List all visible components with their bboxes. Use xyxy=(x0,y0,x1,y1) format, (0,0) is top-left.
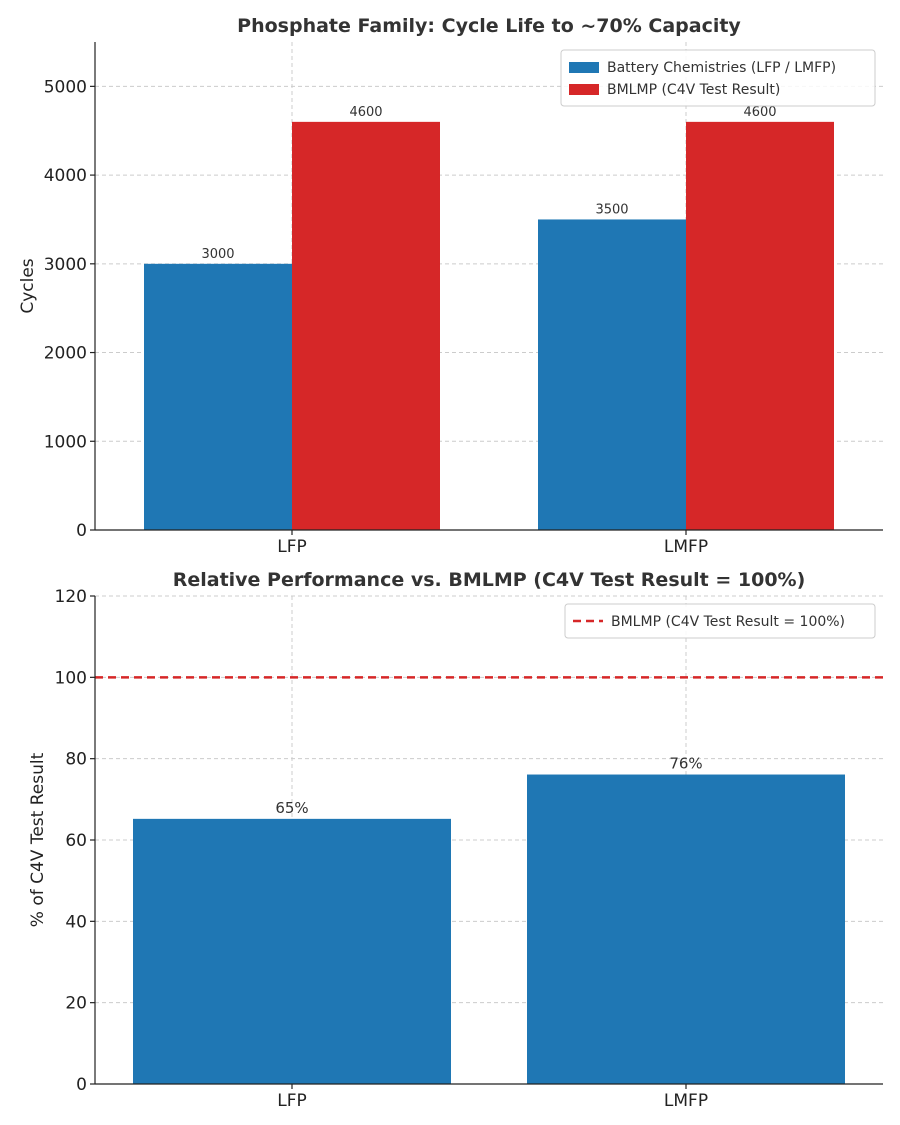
bar-data-label: 76% xyxy=(669,755,702,773)
bar-lfp-series-1 xyxy=(292,121,440,530)
x-tick-label-lfp: LFP xyxy=(277,1091,307,1111)
y-tick-label: 3000 xyxy=(44,255,87,275)
y-tick-label: 40 xyxy=(65,912,87,932)
y-tick-label: 5000 xyxy=(44,77,87,97)
bar-data-label: 4600 xyxy=(349,105,382,120)
chart-relative-performance: 0 20 40 60 80 100 120 65% 76% LFP LMFP Relative Per… xyxy=(28,569,883,1111)
y-axis-label: % of C4V Test Result xyxy=(28,752,48,927)
legend-swatch xyxy=(569,84,599,95)
legend-label: BMLMP (C4V Test Result = 100%) xyxy=(611,614,845,630)
y-tick-label: 60 xyxy=(65,831,87,851)
y-tick-label: 0 xyxy=(76,521,87,541)
y-axis-label: Cycles xyxy=(18,258,38,313)
y-tick-label: 20 xyxy=(65,994,87,1014)
chart-title: Relative Performance vs. BMLMP (C4V Test… xyxy=(173,569,806,591)
legend: Battery Chemistries (LFP / LMFP) BMLMP (C… xyxy=(560,49,876,107)
legend-label: BMLMP (C4V Test Result) xyxy=(607,82,780,98)
x-tick-label-lfp: LFP xyxy=(277,537,307,557)
legend-box xyxy=(560,49,876,107)
chart-title: Phosphate Family: Cycle Life to ~70% Cap… xyxy=(237,15,741,37)
bar-lmfp-series-0 xyxy=(538,219,686,531)
bar-lmfp-series-1 xyxy=(686,121,834,530)
bar-lfp-series-0 xyxy=(133,818,451,1084)
legend-box xyxy=(564,603,876,639)
legend: BMLMP (C4V Test Result = 100%) xyxy=(564,603,876,639)
y-tick-label: 80 xyxy=(65,750,87,770)
y-tick-label: 120 xyxy=(55,587,87,607)
bar-lmfp-series-0 xyxy=(527,774,845,1084)
y-tick-label: 2000 xyxy=(44,344,87,364)
y-tick-label: 0 xyxy=(76,1075,87,1095)
y-tick-label: 4000 xyxy=(44,166,87,186)
bar-data-label: 4600 xyxy=(743,105,776,120)
x-tick-label-lmfp: LMFP xyxy=(664,1091,708,1111)
bar-lfp-series-0 xyxy=(144,263,292,530)
legend-label: Battery Chemistries (LFP / LMFP) xyxy=(607,60,836,76)
bar-data-label: 3000 xyxy=(201,247,234,262)
chart-cycle-life: 0 1000 2000 3000 4000 5000 3000 3500 4600 4600 LFP… xyxy=(18,15,883,557)
y-tick-label: 100 xyxy=(55,668,87,688)
bar-data-label: 3500 xyxy=(595,202,628,217)
bar-data-label: 65% xyxy=(275,799,308,817)
y-tick-label: 1000 xyxy=(44,432,87,452)
legend-swatch xyxy=(569,62,599,73)
x-tick-label-lmfp: LMFP xyxy=(664,537,708,557)
